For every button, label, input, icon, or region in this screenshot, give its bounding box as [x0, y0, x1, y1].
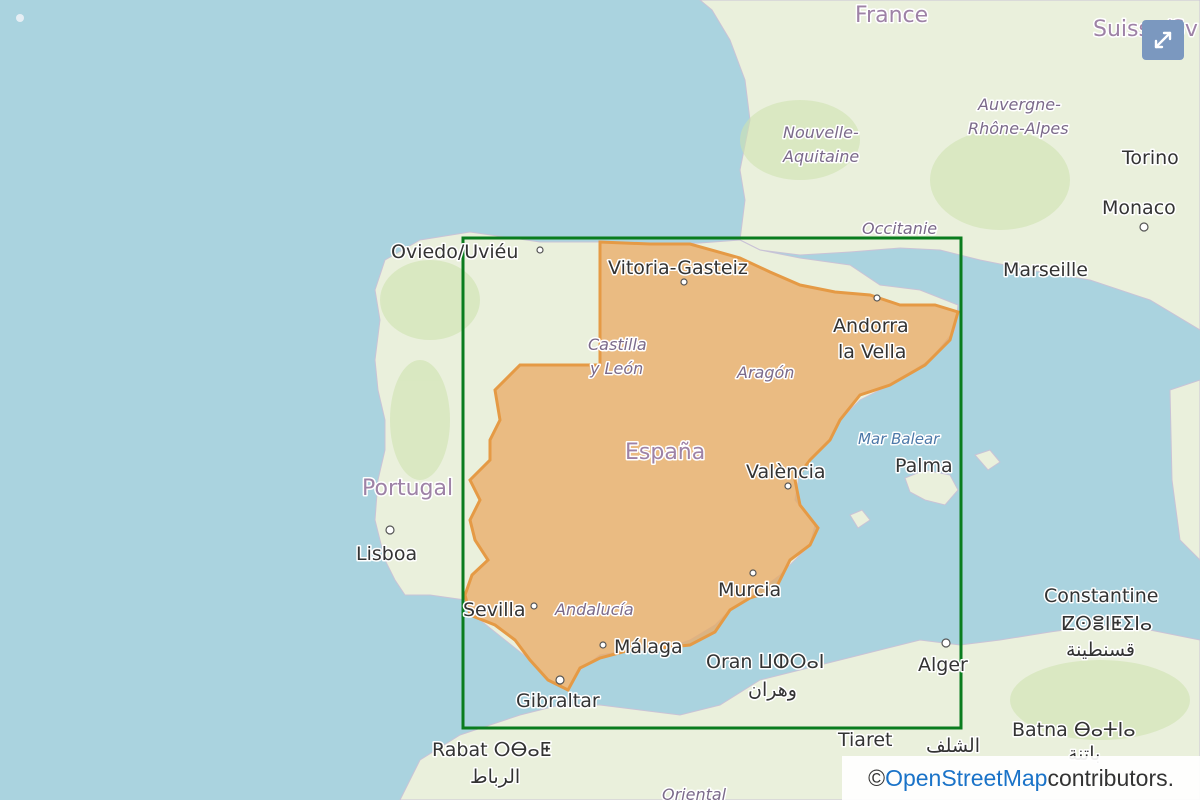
label-alger: Alger — [918, 654, 968, 676]
label-gibraltar: Gibraltar — [516, 690, 600, 712]
label-mar-balear: Mar Balear — [858, 430, 940, 448]
label-vitoria: Vitoria-Gasteiz — [608, 257, 748, 279]
osm-link[interactable]: OpenStreetMap — [885, 764, 1048, 791]
label-sevilla: Sevilla — [463, 599, 525, 621]
label-castilla1: Castilla — [588, 335, 647, 354]
map-labels: France Suisse/Sv Nouvelle- Aquitaine Auv… — [355, 2, 1200, 800]
bounding-box[interactable] — [461, 236, 963, 730]
label-malaga: Málaga — [614, 636, 683, 658]
label-castilla2: y León — [589, 359, 643, 378]
city-markers — [385, 222, 1149, 685]
label-monaco: Monaco — [1102, 197, 1176, 219]
label-andalucia: Andalucía — [554, 600, 634, 619]
label-oran-ar: وهران — [748, 679, 797, 701]
label-rabat-ar: الرباط — [470, 766, 520, 788]
label-espana: España — [625, 440, 705, 465]
label-oviedo: Oviedo/Uviéu — [391, 241, 518, 263]
terrain — [380, 100, 1190, 740]
label-palma: Palma — [895, 455, 953, 477]
label-constantine-tz: ⵇⵙⴻⵏⵟⵉⵏⴰ — [1062, 613, 1152, 635]
label-chlef-ar: الشلف — [926, 735, 980, 757]
label-aquitaine: Aquitaine — [782, 147, 859, 166]
label-rhone: Rhône-Alpes — [968, 119, 1069, 138]
attribution-prefix: © — [868, 764, 886, 791]
label-nouvelle: Nouvelle- — [783, 123, 859, 142]
label-tiaret: Tiaret — [837, 729, 892, 751]
label-occitanie: Occitanie — [862, 219, 937, 238]
expand-arrows-icon — [1154, 31, 1172, 49]
label-batna: Batna ⴱⴰⵜⵏⴰ — [1012, 719, 1135, 741]
label-oran: Oran ⵡⵀⵔⴰⵏ — [706, 651, 824, 673]
label-andorra1: Andorra — [833, 315, 909, 337]
highlighted-region[interactable] — [463, 240, 960, 692]
attribution-suffix: contributors. — [1047, 764, 1174, 791]
label-lisboa: Lisboa — [356, 543, 417, 565]
label-valencia: València — [746, 461, 826, 483]
label-constantine: Constantine — [1044, 585, 1158, 607]
map-attribution: © OpenStreetMap contributors. — [842, 756, 1200, 800]
label-portugal: Portugal — [362, 476, 453, 501]
label-andorra2: la Vella — [838, 341, 906, 363]
label-torino: Torino — [1121, 147, 1179, 169]
label-auvergne: Auvergne- — [977, 95, 1061, 114]
fullscreen-button[interactable] — [1142, 20, 1184, 60]
label-france: France — [855, 3, 928, 28]
label-rabat: Rabat ⵔⴱⴰⵟ — [432, 739, 551, 761]
label-constantine-ar: قسنطينة — [1066, 639, 1135, 661]
label-marseille: Marseille — [1003, 259, 1088, 281]
label-aragon: Aragón — [736, 363, 794, 382]
corner-dot — [16, 14, 24, 22]
label-oriental: Oriental — [662, 785, 727, 800]
label-murcia: Murcia — [718, 579, 781, 601]
